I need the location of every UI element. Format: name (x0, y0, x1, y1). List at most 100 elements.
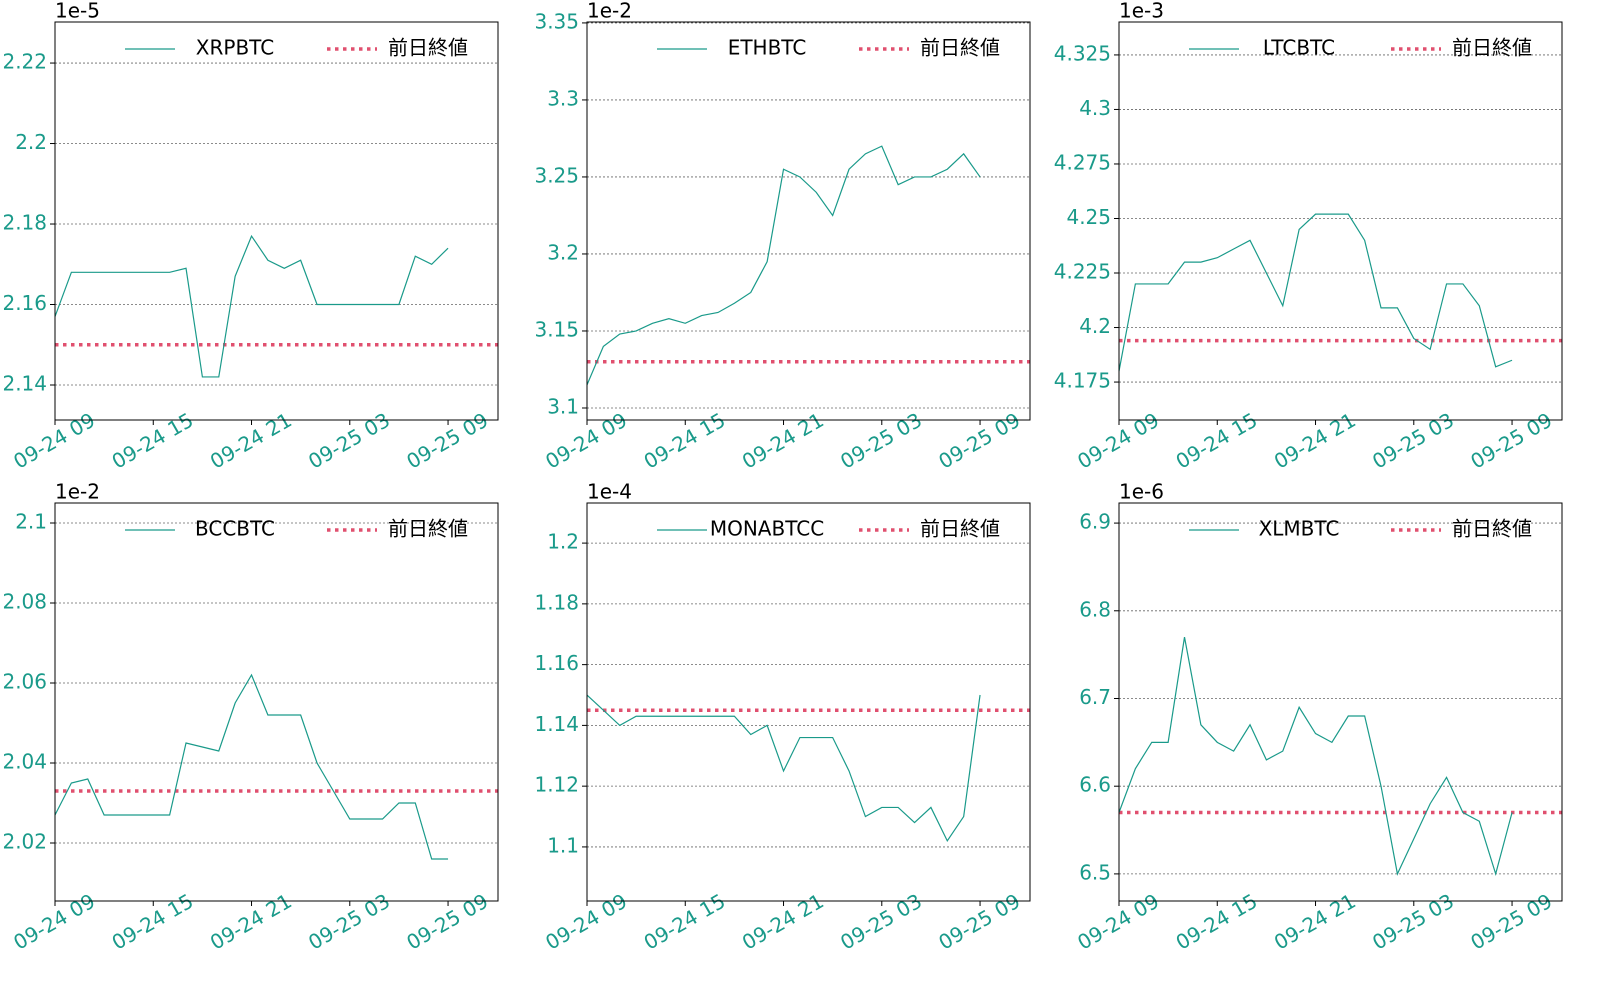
x-tick-label: 09-25 09 (1466, 408, 1556, 474)
offset-label: 1e-2 (587, 0, 632, 23)
y-tick-label: 6.6 (1079, 773, 1111, 797)
x-tick-label: 09-24 09 (1073, 408, 1163, 474)
legend-label: MONABTCC (710, 517, 824, 541)
y-tick-label: 3.1 (547, 394, 579, 418)
y-tick-label: 4.325 (1054, 41, 1111, 65)
y-tick-label: 4.225 (1054, 260, 1111, 284)
x-tick-label: 09-25 03 (1368, 408, 1458, 474)
x-tick-label: 09-24 21 (738, 889, 828, 955)
y-tick-label: 6.5 (1079, 860, 1111, 884)
legend-label: XRPBTC (196, 36, 274, 60)
subplot: 1.11.121.141.161.181.209-24 09 09-24 15 09… (534, 480, 1031, 955)
y-tick-label: 6.9 (1079, 510, 1111, 534)
y-tick-label: 3.15 (534, 317, 579, 341)
y-tick-label: 4.3 (1079, 96, 1111, 120)
x-tick-label: 09-24 09 (1073, 889, 1163, 955)
x-tick-label: 09-24 09 (9, 408, 99, 474)
plot-frame (54, 502, 499, 902)
y-tick-label: 4.275 (1054, 150, 1111, 174)
x-tick-label: 09-24 21 (206, 889, 296, 955)
y-tick-label: 3.25 (534, 163, 579, 187)
y-tick-label: 2.18 (2, 211, 47, 235)
plot-frame (586, 21, 1031, 421)
y-tick-label: 2.1 (15, 510, 47, 534)
x-tick-label: 09-24 09 (9, 889, 99, 955)
x-tick-label: 09-24 09 (541, 889, 631, 955)
legend-label: 前日終値 (388, 36, 468, 60)
y-tick-label: 4.25 (1066, 205, 1111, 229)
y-tick-label: 1.2 (547, 530, 579, 554)
plot-frame (54, 21, 499, 421)
legend-label: 前日終値 (920, 36, 1000, 60)
y-tick-label: 2.02 (2, 830, 47, 854)
price-line (54, 234, 449, 378)
x-tick-label: 09-24 21 (738, 408, 828, 474)
price-line (586, 694, 981, 843)
y-tick-label: 6.8 (1079, 597, 1111, 621)
x-tick-label: 09-25 03 (304, 408, 394, 474)
x-tick-label: 09-25 09 (402, 889, 492, 955)
legend-label: 前日終値 (1452, 517, 1532, 541)
legend-label: BCCBTC (195, 517, 275, 541)
y-tick-label: 2.14 (2, 371, 47, 395)
y-tick-label: 3.35 (534, 9, 579, 33)
offset-label: 1e-5 (55, 0, 100, 23)
subplot: 2.02 2.04 2.06 2.08 2.1 09-24 09 09-24 15 09-24… (2, 480, 499, 955)
y-tick-label: 2.22 (2, 50, 47, 74)
subplot: 6.56.66.76.86.909-24 09 09-24 15 09-24 21 0… (1073, 480, 1563, 955)
x-tick-label: 09-24 15 (640, 408, 730, 474)
x-tick-label: 09-24 15 (108, 408, 198, 474)
x-tick-label: 09-25 09 (934, 889, 1024, 955)
x-tick-label: 09-24 15 (108, 889, 198, 955)
y-tick-label: 2.08 (2, 590, 47, 614)
legend-label: XLMBTC (1259, 517, 1340, 541)
x-tick-label: 09-25 09 (934, 408, 1024, 474)
x-tick-label: 09-25 03 (836, 408, 926, 474)
price-line (586, 145, 981, 386)
y-tick-label: 6.7 (1079, 685, 1111, 709)
y-tick-label: 1.14 (534, 712, 579, 736)
legend-label: 前日終値 (388, 517, 468, 541)
legend-label: ETHBTC (728, 36, 807, 60)
y-tick-label: 1.18 (534, 590, 579, 614)
plot-frame (586, 502, 1031, 902)
y-tick-label: 1.16 (534, 651, 579, 675)
legend-label: 前日終値 (920, 517, 1000, 541)
y-tick-label: 4.2 (1079, 314, 1111, 338)
x-tick-label: 09-25 09 (402, 408, 492, 474)
y-tick-label: 2.06 (2, 670, 47, 694)
x-tick-label: 09-24 21 (206, 408, 296, 474)
y-tick-label: 1.12 (534, 773, 579, 797)
x-tick-label: 09-24 21 (1270, 889, 1360, 955)
legend-label: 前日終値 (1452, 36, 1532, 60)
plot-frame (1118, 21, 1563, 421)
offset-label: 1e-3 (1119, 0, 1164, 23)
offset-label: 1e-4 (587, 480, 632, 504)
x-tick-label: 09-25 09 (1466, 889, 1556, 955)
x-tick-label: 09-25 03 (836, 889, 926, 955)
x-tick-label: 09-24 21 (1270, 408, 1360, 474)
price-line (1118, 636, 1513, 877)
y-tick-label: 3.3 (547, 86, 579, 110)
price-line (54, 673, 449, 860)
x-tick-label: 09-25 03 (1368, 889, 1458, 955)
price-line (1118, 213, 1513, 372)
x-tick-label: 09-25 03 (304, 889, 394, 955)
y-tick-label: 2.04 (2, 750, 47, 774)
plot-frame (1118, 502, 1563, 902)
y-tick-label: 3.2 (547, 240, 579, 264)
y-tick-label: 2.2 (15, 130, 47, 154)
x-tick-label: 09-24 15 (1172, 408, 1262, 474)
x-tick-label: 09-24 15 (640, 889, 730, 955)
offset-label: 1e-6 (1119, 480, 1164, 504)
x-tick-label: 09-24 15 (1172, 889, 1262, 955)
y-tick-label: 2.16 (2, 291, 47, 315)
legend-label: LTCBTC (1263, 36, 1335, 60)
y-tick-label: 4.175 (1054, 369, 1111, 393)
y-tick-label: 1.1 (547, 833, 579, 857)
subplot: 2.14 2.16 2.18 2.2 2.22 09-24 09 09-24 15 09-24… (2, 0, 499, 474)
offset-label: 1e-2 (55, 480, 100, 504)
